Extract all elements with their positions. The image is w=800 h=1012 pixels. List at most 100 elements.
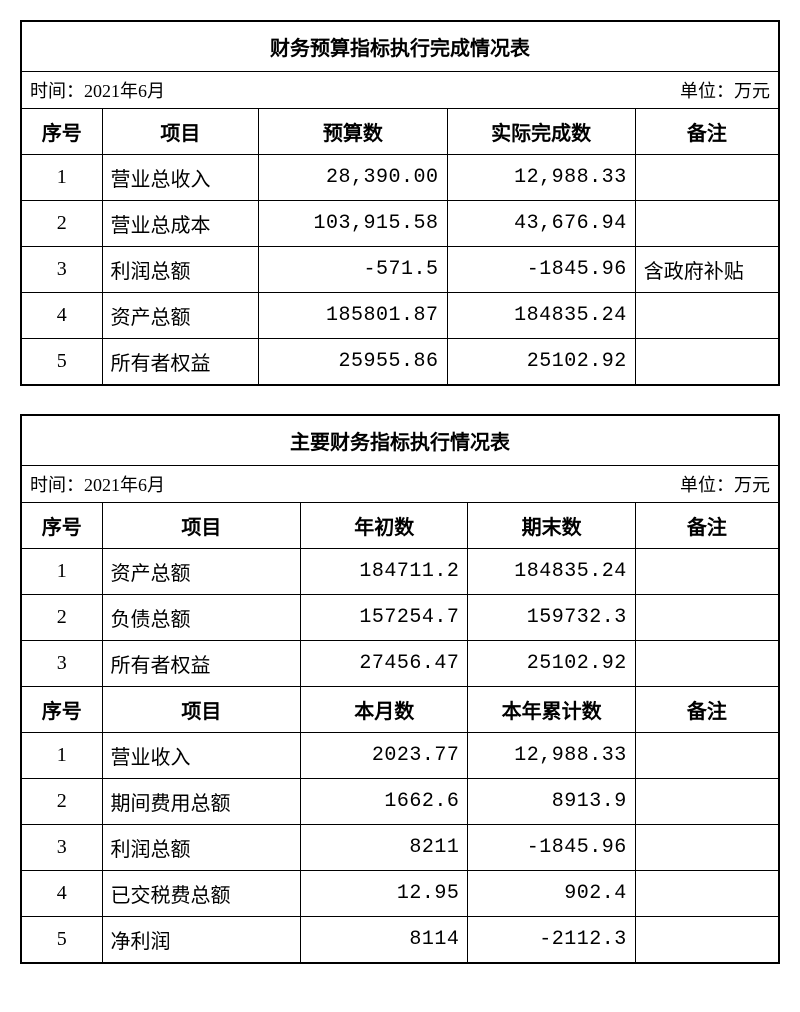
cell-seq: 1	[21, 155, 102, 201]
cell-remark	[635, 779, 779, 825]
cell-budget: 25955.86	[259, 339, 447, 386]
table1-meta-row: 时间：2021年6月 单位：万元	[21, 72, 779, 109]
table2-title: 主要财务指标执行情况表	[21, 415, 779, 466]
hdr2a-remark: 备注	[635, 503, 779, 549]
table1-title: 财务预算指标执行完成情况表	[21, 21, 779, 72]
cell-budget: -571.5	[259, 247, 447, 293]
cell-remark	[635, 641, 779, 687]
table-row: 3利润总额8211-1845.96	[21, 825, 779, 871]
cell-c2: 159732.3	[468, 595, 635, 641]
cell-item: 已交税费总额	[102, 871, 301, 917]
cell-item: 净利润	[102, 917, 301, 964]
cell-seq: 4	[21, 293, 102, 339]
cell-c2: 25102.92	[468, 641, 635, 687]
cell-remark	[635, 339, 779, 386]
cell-seq: 2	[21, 201, 102, 247]
cell-item: 期间费用总额	[102, 779, 301, 825]
hdr2b-seq: 序号	[21, 687, 102, 733]
cell-c2: 8913.9	[468, 779, 635, 825]
cell-item: 负债总额	[102, 595, 301, 641]
cell-c1: 184711.2	[301, 549, 468, 595]
cell-remark: 含政府补贴	[635, 247, 779, 293]
cell-seq: 3	[21, 825, 102, 871]
table2-time: 时间：2021年6月	[21, 466, 468, 503]
table1-time: 时间：2021年6月	[21, 72, 447, 109]
hdr2b-c2: 本年累计数	[468, 687, 635, 733]
table-row: 2负债总额157254.7159732.3	[21, 595, 779, 641]
cell-c1: 1662.6	[301, 779, 468, 825]
cell-c1: 27456.47	[301, 641, 468, 687]
cell-remark	[635, 733, 779, 779]
table1-unit: 单位：万元	[447, 72, 779, 109]
cell-item: 营业总成本	[102, 201, 259, 247]
cell-remark	[635, 871, 779, 917]
hdr2b-c1: 本月数	[301, 687, 468, 733]
budget-execution-table: 财务预算指标执行完成情况表 时间：2021年6月 单位：万元 序号 项目 预算数…	[20, 20, 780, 386]
hdr2b-remark: 备注	[635, 687, 779, 733]
cell-remark	[635, 825, 779, 871]
table-row: 2期间费用总额1662.68913.9	[21, 779, 779, 825]
cell-budget: 28,390.00	[259, 155, 447, 201]
cell-seq: 5	[21, 339, 102, 386]
table-row: 4资产总额185801.87184835.24	[21, 293, 779, 339]
table2-unit: 单位：万元	[468, 466, 779, 503]
cell-actual: 184835.24	[447, 293, 635, 339]
hdr-actual: 实际完成数	[447, 109, 635, 155]
cell-seq: 2	[21, 779, 102, 825]
cell-c2: 12,988.33	[468, 733, 635, 779]
cell-seq: 2	[21, 595, 102, 641]
cell-c2: -1845.96	[468, 825, 635, 871]
cell-actual: 12,988.33	[447, 155, 635, 201]
cell-c1: 8114	[301, 917, 468, 964]
cell-budget: 103,915.58	[259, 201, 447, 247]
hdr2a-item: 项目	[102, 503, 301, 549]
cell-remark	[635, 293, 779, 339]
table2-title-row: 主要财务指标执行情况表	[21, 415, 779, 466]
cell-actual: 43,676.94	[447, 201, 635, 247]
cell-c1: 8211	[301, 825, 468, 871]
cell-actual: 25102.92	[447, 339, 635, 386]
cell-seq: 5	[21, 917, 102, 964]
cell-remark	[635, 155, 779, 201]
cell-item: 利润总额	[102, 247, 259, 293]
cell-c1: 12.95	[301, 871, 468, 917]
cell-c2: -2112.3	[468, 917, 635, 964]
cell-c2: 902.4	[468, 871, 635, 917]
table1-title-row: 财务预算指标执行完成情况表	[21, 21, 779, 72]
hdr2a-c2: 期末数	[468, 503, 635, 549]
hdr2b-item: 项目	[102, 687, 301, 733]
hdr-item: 项目	[102, 109, 259, 155]
cell-actual: -1845.96	[447, 247, 635, 293]
cell-seq: 1	[21, 549, 102, 595]
table2-header-a: 序号 项目 年初数 期末数 备注	[21, 503, 779, 549]
cell-remark	[635, 201, 779, 247]
table-row: 4已交税费总额12.95902.4	[21, 871, 779, 917]
table2-header-b: 序号 项目 本月数 本年累计数 备注	[21, 687, 779, 733]
cell-seq: 3	[21, 641, 102, 687]
cell-remark	[635, 917, 779, 964]
table-row: 5净利润8114-2112.3	[21, 917, 779, 964]
cell-remark	[635, 549, 779, 595]
cell-remark	[635, 595, 779, 641]
cell-seq: 3	[21, 247, 102, 293]
cell-item: 资产总额	[102, 549, 301, 595]
cell-seq: 1	[21, 733, 102, 779]
hdr2a-c1: 年初数	[301, 503, 468, 549]
hdr-seq: 序号	[21, 109, 102, 155]
cell-budget: 185801.87	[259, 293, 447, 339]
cell-item: 营业总收入	[102, 155, 259, 201]
hdr2a-seq: 序号	[21, 503, 102, 549]
table-row: 1营业总收入28,390.0012,988.33	[21, 155, 779, 201]
financial-indicators-table: 主要财务指标执行情况表 时间：2021年6月 单位：万元 序号 项目 年初数 期…	[20, 414, 780, 964]
cell-item: 利润总额	[102, 825, 301, 871]
cell-c2: 184835.24	[468, 549, 635, 595]
cell-c1: 2023.77	[301, 733, 468, 779]
cell-item: 所有者权益	[102, 339, 259, 386]
table-row: 2营业总成本103,915.5843,676.94	[21, 201, 779, 247]
table-row: 3利润总额-571.5-1845.96含政府补贴	[21, 247, 779, 293]
hdr-budget: 预算数	[259, 109, 447, 155]
table-row: 5所有者权益25955.8625102.92	[21, 339, 779, 386]
hdr-remark: 备注	[635, 109, 779, 155]
cell-item: 资产总额	[102, 293, 259, 339]
table2-meta-row: 时间：2021年6月 单位：万元	[21, 466, 779, 503]
